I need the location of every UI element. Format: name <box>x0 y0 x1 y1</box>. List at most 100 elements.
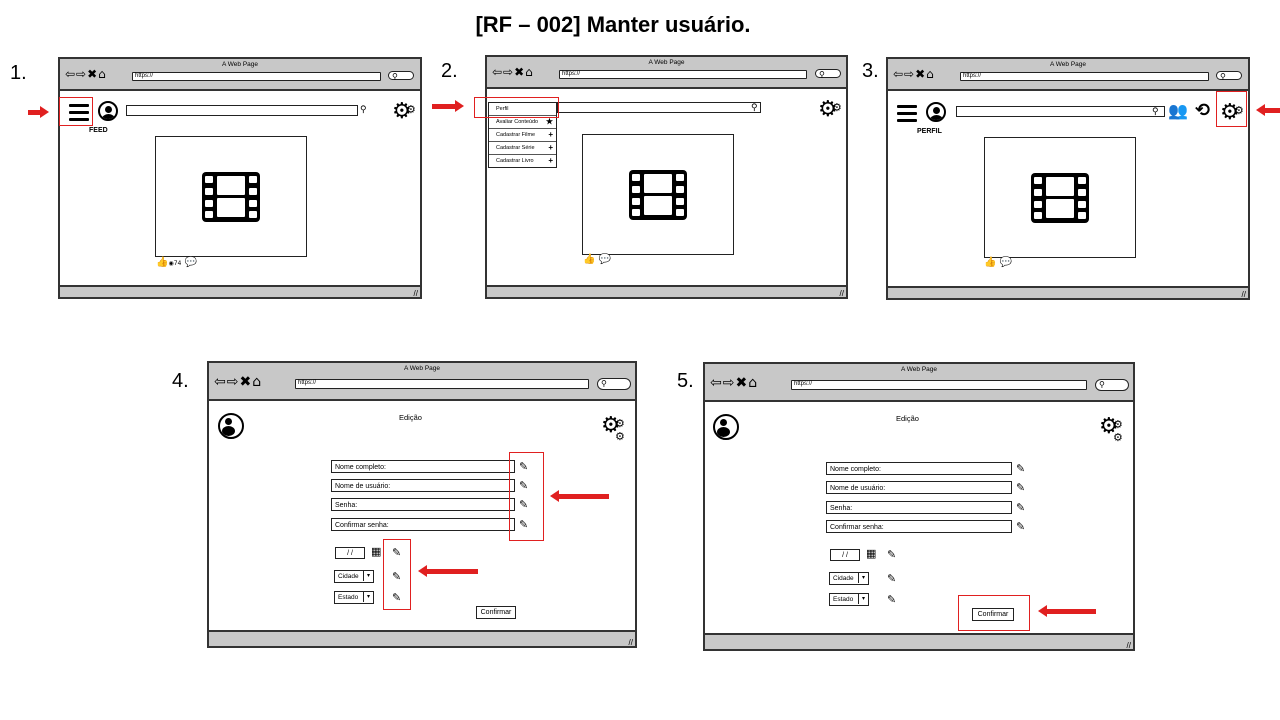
username-field[interactable]: Nome de usuário: <box>826 481 1012 494</box>
search-icon[interactable]: ⚲ <box>751 102 758 112</box>
hamburger-menu-icon[interactable] <box>69 104 89 125</box>
browser-search-icon[interactable]: ⚲ <box>815 69 841 79</box>
search-input[interactable] <box>126 105 358 116</box>
window-title: A Web Page <box>900 366 938 373</box>
confirm-password-field[interactable]: Confirmar senha: <box>331 518 515 531</box>
pencil-icon[interactable]: ✎ <box>519 498 529 511</box>
gear-icon[interactable]: ⚙ ⚙ ⚙ <box>601 413 625 444</box>
pencil-icon[interactable]: ✎ <box>887 572 897 585</box>
pencil-icon[interactable]: ✎ <box>392 591 402 604</box>
resize-handle-icon[interactable]: // <box>413 289 418 298</box>
browser-nav-icons[interactable]: ⇦⇨✖⌂ <box>214 374 263 390</box>
menu-item-label: Perfil <box>496 106 509 112</box>
media-card[interactable] <box>582 134 734 255</box>
browser-nav-icons[interactable]: ⇦⇨✖⌂ <box>65 67 107 81</box>
status-bar: // <box>888 286 1248 299</box>
resize-handle-icon[interactable]: // <box>628 638 633 647</box>
pencil-icon[interactable]: ✎ <box>519 460 529 473</box>
pencil-icon[interactable]: ✎ <box>1016 481 1026 494</box>
pencil-icon[interactable]: ✎ <box>1016 501 1026 514</box>
city-select-label: Cidade <box>833 575 854 582</box>
browser-nav-icons[interactable]: ⇦⇨✖⌂ <box>710 375 759 391</box>
card-actions: 👍 💬 <box>984 257 1012 268</box>
search-icon[interactable]: ⚲ <box>1152 106 1159 116</box>
confirm-button[interactable]: Confirmar <box>476 606 516 619</box>
pencil-icon[interactable]: ✎ <box>519 518 529 531</box>
url-bar[interactable]: https:// <box>132 72 381 81</box>
media-card[interactable] <box>984 137 1136 258</box>
status-bar: // <box>487 285 846 298</box>
like-icon[interactable]: 👍 <box>156 257 169 268</box>
url-bar[interactable]: https:// <box>960 72 1209 81</box>
confirm-button[interactable]: Confirmar <box>972 608 1014 621</box>
comment-icon[interactable]: 💬 <box>999 257 1013 268</box>
gear-icon[interactable]: ⚙ ⚙ <box>1220 100 1244 125</box>
chevron-down-icon: ▾ <box>858 594 868 604</box>
avatar-icon[interactable] <box>713 414 739 440</box>
avatar-icon[interactable] <box>98 101 118 121</box>
calendar-icon[interactable]: ▦ <box>371 545 382 558</box>
gear-icon[interactable]: ⚙ ⚙ <box>818 97 842 122</box>
username-field[interactable]: Nome de usuário: <box>331 479 515 492</box>
menu-item-cadastrar-serie[interactable]: Cadastrar Série + <box>489 142 556 155</box>
like-icon[interactable]: 👍 <box>984 257 997 268</box>
pencil-icon[interactable]: ✎ <box>519 479 529 492</box>
menu-item-label: Cadastrar Filme <box>496 132 536 138</box>
people-icon[interactable]: 👥 <box>1168 101 1188 120</box>
password-field[interactable]: Senha: <box>826 501 1012 514</box>
comment-icon[interactable]: 💬 <box>598 254 612 265</box>
menu-item-cadastrar-livro[interactable]: Cadastrar Livro + <box>489 155 556 167</box>
full-name-field[interactable]: Nome completo: <box>826 462 1012 475</box>
pencil-icon[interactable]: ✎ <box>1016 520 1026 533</box>
highlight-box-confirm <box>958 595 1030 631</box>
calendar-icon[interactable]: ▦ <box>866 547 877 560</box>
pencil-icon[interactable]: ✎ <box>392 570 402 583</box>
avatar-icon[interactable] <box>218 413 244 439</box>
menu-item-cadastrar-filme[interactable]: Cadastrar Filme + <box>489 129 556 142</box>
edit-title: Edição <box>399 413 422 422</box>
history-icon[interactable]: ⟲ <box>1195 100 1211 121</box>
city-select[interactable]: Cidade ▾ <box>829 572 869 585</box>
window-title: A Web Page <box>1049 61 1087 68</box>
birthdate-field[interactable]: / / <box>335 547 365 559</box>
comment-icon[interactable]: 💬 <box>184 257 197 268</box>
confirm-password-field[interactable]: Confirmar senha: <box>826 520 1012 533</box>
hamburger-menu-icon[interactable] <box>897 105 917 126</box>
pencil-icon[interactable]: ✎ <box>1016 462 1026 475</box>
browser-search-icon[interactable]: ⚲ <box>597 378 631 390</box>
search-input[interactable] <box>956 106 1165 117</box>
url-bar[interactable]: https:// <box>295 379 589 389</box>
resize-handle-icon[interactable]: // <box>1126 641 1131 650</box>
password-field[interactable]: Senha: <box>331 498 515 511</box>
resize-handle-icon[interactable]: // <box>839 289 844 298</box>
search-icon[interactable]: ⚲ <box>360 104 367 114</box>
gear-icon[interactable]: ⚙ ⚙ ⚙ <box>1099 414 1123 445</box>
pencil-icon[interactable]: ✎ <box>887 548 897 561</box>
pencil-icon[interactable]: ✎ <box>887 593 897 606</box>
browser-nav-icons[interactable]: ⇦⇨✖⌂ <box>893 67 935 81</box>
browser-search-icon[interactable]: ⚲ <box>388 71 414 81</box>
city-select[interactable]: Cidade ▾ <box>334 570 374 583</box>
menu-item-avaliar-conteudo[interactable]: Avaliar Conteúdo ★ <box>489 116 556 129</box>
media-card[interactable] <box>155 136 307 257</box>
plus-icon: + <box>548 156 553 165</box>
birthdate-field[interactable]: / / <box>830 549 860 561</box>
screen-3-window: A Web Page ⇦⇨✖⌂ https:// ⚲ PERFIL ⚲ 👥 ⟲ … <box>886 57 1250 300</box>
avatar-icon[interactable] <box>926 102 946 122</box>
menu-item-perfil[interactable]: Perfil <box>489 103 556 116</box>
search-input[interactable] <box>557 102 761 113</box>
browser-search-icon[interactable]: ⚲ <box>1095 379 1129 391</box>
step-number-1: 1. <box>10 62 27 84</box>
browser-search-icon[interactable]: ⚲ <box>1216 71 1242 81</box>
pencil-icon[interactable]: ✎ <box>392 546 402 559</box>
resize-handle-icon[interactable]: // <box>1241 290 1246 299</box>
url-bar[interactable]: https:// <box>559 70 807 79</box>
state-select[interactable]: Estado ▾ <box>334 591 374 604</box>
page-title: [RF – 002] Manter usuário. <box>475 12 751 37</box>
gear-icon[interactable]: ⚙ ⚙ <box>392 99 416 124</box>
url-bar[interactable]: https:// <box>791 380 1087 390</box>
like-icon[interactable]: 👍 <box>583 254 596 265</box>
state-select[interactable]: Estado ▾ <box>829 593 869 606</box>
full-name-field[interactable]: Nome completo: <box>331 460 515 473</box>
browser-nav-icons[interactable]: ⇦⇨✖⌂ <box>492 65 534 79</box>
